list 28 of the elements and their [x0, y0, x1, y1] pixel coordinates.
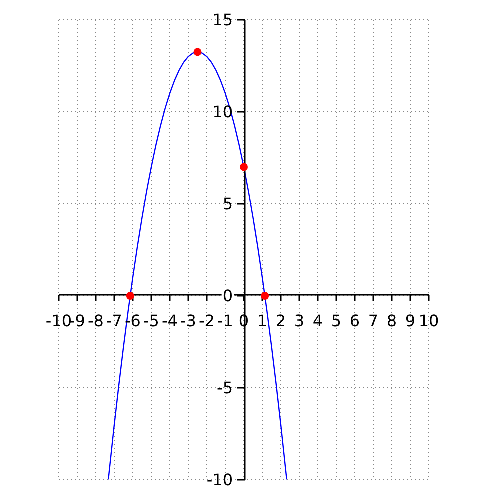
x-tick-label: -3	[180, 311, 196, 330]
x-tick-label: -1	[218, 311, 234, 330]
x-tick-label: -4	[162, 311, 178, 330]
point	[240, 163, 248, 172]
y-tick-label: 15	[212, 10, 233, 30]
y-tick-label: -10	[206, 470, 233, 490]
x-tick-label: 10	[418, 311, 440, 330]
y-tick-label: 5	[222, 194, 233, 214]
y-tick-label: -5	[217, 378, 233, 398]
x-tick-label: -5	[144, 311, 160, 330]
x-tick-label: 9	[405, 311, 416, 330]
x-tick-label: 3	[294, 311, 305, 330]
x-tick-label: -7	[106, 311, 122, 330]
x-tick-label: -9	[70, 311, 86, 330]
x-tick-label: 7	[368, 311, 379, 330]
x-tick-label: -2	[199, 311, 215, 330]
point	[194, 48, 202, 56]
x-tick-label: -10	[46, 311, 72, 330]
point	[261, 292, 270, 300]
point	[126, 292, 134, 300]
x-tick-label: 6	[350, 311, 360, 330]
x-tick-label: 2	[276, 311, 286, 330]
x-tick-label: 1	[257, 311, 268, 330]
x-tick-label: -8	[88, 311, 104, 330]
x-tick-label: 5	[331, 311, 342, 330]
x-tick-label: 8	[386, 311, 398, 330]
x-tick-label: 4	[312, 311, 324, 330]
y-tick-label: 0	[222, 286, 233, 306]
